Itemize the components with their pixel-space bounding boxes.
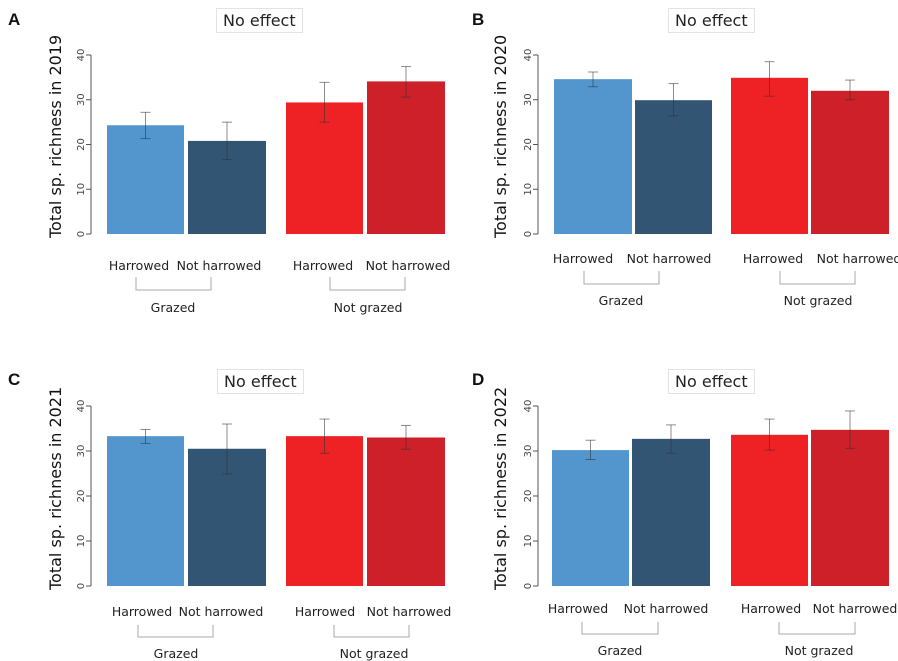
category-label: Not harrowed — [178, 604, 264, 619]
panel-title: No effect — [668, 8, 755, 33]
y-tick-label: 10 — [76, 535, 87, 548]
bar-chart: 0 10 20 30 40 — [76, 49, 445, 291]
bar-chart: 0 10 20 30 40 — [523, 49, 889, 285]
category-label: Harrowed — [552, 251, 614, 266]
bar — [811, 90, 889, 234]
group-bracket — [581, 622, 659, 635]
group-bracket — [333, 625, 410, 638]
bar — [731, 434, 808, 586]
y-tick-label: 10 — [76, 183, 87, 196]
group-bracket — [583, 271, 660, 285]
panel-a: A No effect Total sp. richness in 2019 0… — [0, 0, 450, 330]
category-label: Not harrowed — [366, 604, 452, 619]
bar-chart: 0 10 20 30 40 — [523, 400, 889, 635]
panel-d: D No effect Total sp. richness in 2022 0… — [449, 330, 898, 661]
group-label: Grazed — [153, 646, 199, 661]
y-tick-label: 30 — [523, 93, 534, 106]
bar — [107, 125, 184, 234]
panel-letter: A — [8, 10, 21, 29]
category-label: Harrowed — [742, 251, 804, 266]
y-tick-label: 0 — [523, 231, 534, 237]
category-label: Not harrowed — [626, 251, 712, 266]
bar — [632, 438, 710, 586]
y-tick-label: 0 — [76, 231, 87, 237]
category-label: Harrowed — [547, 601, 609, 616]
group-bracket — [778, 622, 856, 635]
bar — [286, 102, 363, 234]
group-bracket — [137, 625, 214, 638]
panel-title: No effect — [217, 369, 304, 394]
bar — [367, 437, 445, 586]
bar — [286, 436, 363, 586]
y-tick-label: 40 — [523, 49, 534, 62]
group-bracket — [329, 277, 406, 291]
bar — [811, 429, 889, 586]
bar — [635, 100, 712, 234]
y-tick-label: 40 — [76, 49, 87, 62]
panel-letter: B — [472, 10, 485, 29]
panel-title: No effect — [668, 369, 755, 394]
group-label: Grazed — [598, 293, 644, 308]
bar — [107, 436, 184, 586]
bar — [731, 77, 808, 234]
y-tick-label: 30 — [76, 93, 87, 106]
group-label: Grazed — [150, 300, 196, 315]
group-label: Grazed — [597, 643, 643, 658]
panel-letter: C — [8, 370, 21, 389]
y-tick-label: 0 — [76, 583, 87, 589]
bar — [552, 450, 629, 586]
y-tick-label: 30 — [523, 445, 534, 458]
group-label: Not grazed — [333, 300, 403, 315]
y-tick-label: 10 — [523, 183, 534, 196]
panel-b: B No effect Total sp. richness in 2020 0… — [449, 0, 898, 330]
group-label: Not grazed — [783, 293, 853, 308]
category-label: Harrowed — [740, 601, 802, 616]
category-label: Harrowed — [294, 604, 356, 619]
group-label: Not grazed — [339, 646, 409, 661]
y-tick-label: 0 — [523, 583, 534, 589]
bar — [367, 81, 445, 234]
y-tick-label: 20 — [523, 138, 534, 151]
y-tick-label: 20 — [523, 490, 534, 503]
category-label: Not harrowed — [812, 601, 898, 616]
category-label: Not harrowed — [816, 251, 898, 266]
category-label: Harrowed — [111, 604, 173, 619]
y-tick-label: 20 — [76, 490, 87, 503]
bar-chart: 0 10 20 30 40 — [76, 400, 445, 638]
y-tick-label: 40 — [76, 400, 87, 413]
category-label: Not harrowed — [176, 258, 262, 273]
y-tick-label: 20 — [76, 138, 87, 151]
y-tick-label: 30 — [76, 445, 87, 458]
group-label: Not grazed — [784, 643, 854, 658]
category-label: Harrowed — [108, 258, 170, 273]
group-bracket — [135, 277, 212, 291]
bar — [554, 79, 632, 234]
panel-title: No effect — [216, 8, 303, 33]
category-label: Harrowed — [292, 258, 354, 273]
panel-c: C No effect Total sp. richness in 2021 0… — [0, 330, 451, 661]
y-tick-label: 40 — [523, 400, 534, 413]
category-label: Not harrowed — [623, 601, 709, 616]
panel-letter: D — [472, 370, 485, 389]
category-label: Not harrowed — [365, 258, 451, 273]
y-tick-label: 10 — [523, 535, 534, 548]
group-bracket — [779, 271, 856, 285]
